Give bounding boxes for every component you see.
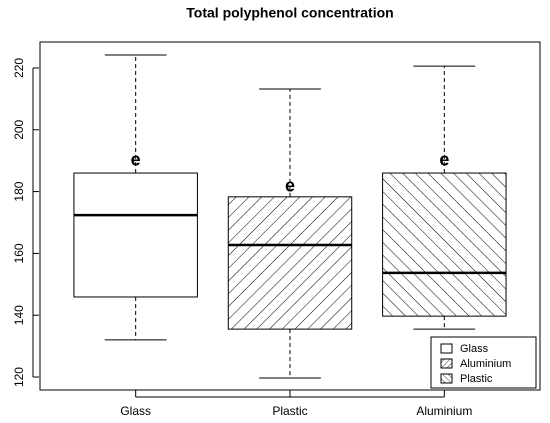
annotation: e xyxy=(439,149,449,169)
legend-label: Plastic xyxy=(460,373,493,385)
legend-label: Aluminium xyxy=(460,358,511,370)
annotation: e xyxy=(131,149,141,169)
box xyxy=(382,172,507,317)
x-tick-label: Aluminium xyxy=(416,404,472,418)
x-tick-label: Glass xyxy=(120,404,151,418)
y-tick-label: 140 xyxy=(12,305,26,325)
chart-title: Total polyphenol concentration xyxy=(186,5,393,21)
box xyxy=(73,172,198,298)
y-tick-label: 180 xyxy=(12,181,26,201)
legend-swatch xyxy=(440,358,453,369)
legend-swatch xyxy=(440,373,453,384)
y-tick-label: 220 xyxy=(12,58,26,78)
legend-swatch xyxy=(440,343,453,354)
y-tick-label: 200 xyxy=(12,119,26,139)
legend-label: Glass xyxy=(460,343,489,355)
y-tick-label: 120 xyxy=(12,367,26,387)
annotation: e xyxy=(285,176,295,196)
box xyxy=(227,196,353,330)
y-tick-label: 160 xyxy=(12,243,26,263)
x-tick-label: Plastic xyxy=(272,404,307,418)
